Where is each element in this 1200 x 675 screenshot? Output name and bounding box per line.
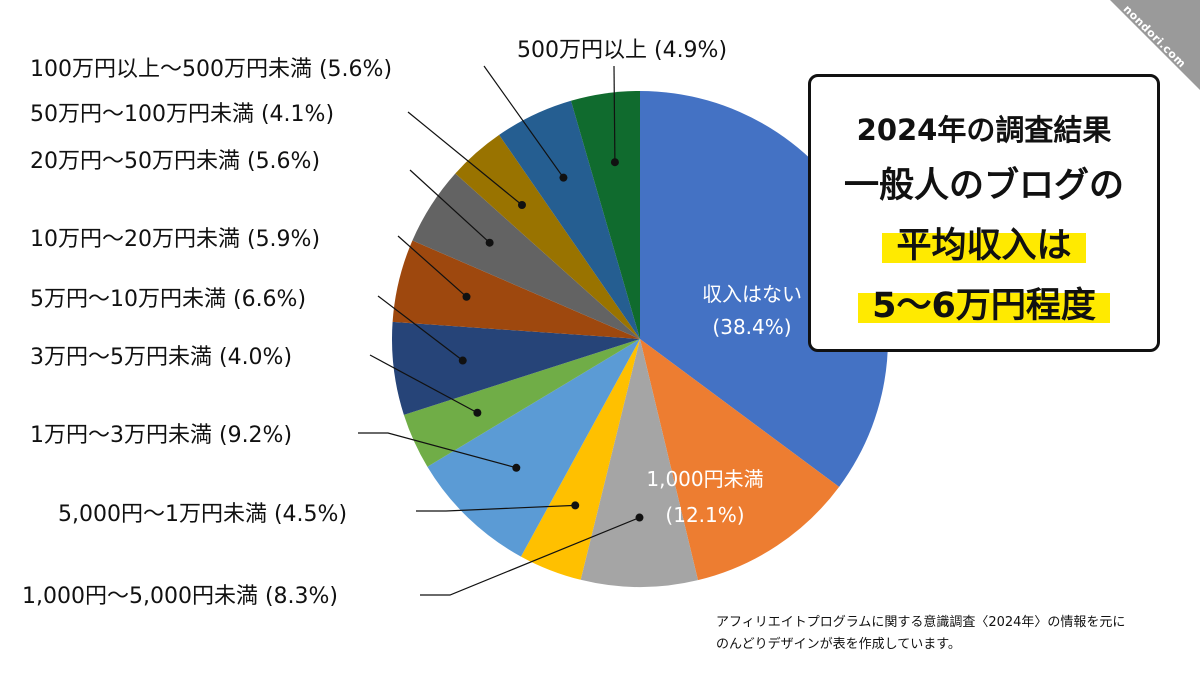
leader-100k-200k-dot xyxy=(462,292,471,301)
leader-10k-30k xyxy=(358,432,517,469)
summary-line-3: 平均収入は xyxy=(811,217,1157,268)
slice-50k-100k xyxy=(392,321,640,415)
summary-highlight-1: 平均収入は xyxy=(882,226,1086,266)
label-10k-30k: 1万円〜3万円未満 (9.2%) xyxy=(30,423,292,448)
slice-30k-50k xyxy=(403,339,640,467)
label-200k-500k: 20万円〜50万円未満 (5.6%) xyxy=(30,149,320,174)
label-100k-200k: 10万円〜20万円未満 (5.9%) xyxy=(30,227,320,252)
leader-50k-100k-dot xyxy=(458,356,467,365)
label-5000-10k: 5,000円〜1万円未満 (4.5%) xyxy=(58,502,347,527)
leader-over-5m xyxy=(613,65,616,163)
source-line-1: アフィリエイトプログラムに関する意識調査〈2024年〉の情報を元に xyxy=(716,615,1126,630)
label-no-income-name: 収入はない xyxy=(702,282,802,306)
summary-line-2: 一般人のブログの xyxy=(843,166,1124,206)
summary-line-1: 2024年の調査結果 xyxy=(856,113,1112,147)
summary-line-4: 5〜6万円程度 xyxy=(811,277,1157,328)
slice-500k-1m xyxy=(455,134,640,339)
leader-10k-30k-dot xyxy=(512,463,521,472)
leader-200k-500k xyxy=(409,169,491,244)
label-no-income-value: (38.4%) xyxy=(712,315,791,339)
summary-highlight-2: 5〜6万円程度 xyxy=(858,286,1110,326)
slice-under-1000 xyxy=(640,339,840,581)
label-50k-100k: 5万円〜10万円未満 (6.6%) xyxy=(30,287,306,312)
summary-box: 2024年の調査結果 一般人のブログの 平均収入は 5〜6万円程度 xyxy=(808,74,1160,352)
leader-50k-100k xyxy=(377,295,464,362)
slice-1000-5000 xyxy=(580,339,698,587)
slice-5000-10k xyxy=(520,339,640,580)
leader-1000-5000 xyxy=(420,517,640,596)
leader-500k-1m xyxy=(407,111,523,206)
leader-1000-5000-dot xyxy=(635,513,644,522)
source-note: アフィリエイトプログラムに関する意識調査〈2024年〉の情報を元に のんどりデザ… xyxy=(716,612,1186,656)
slice-over-5m xyxy=(571,91,640,339)
slice-10k-30k xyxy=(427,339,640,557)
leader-1m-5m xyxy=(483,65,564,179)
label-500k-1m: 50万円〜100万円未満 (4.1%) xyxy=(30,102,334,127)
leader-over-5m-dot xyxy=(610,158,619,167)
leader-30k-50k-dot xyxy=(473,408,482,417)
label-1m-5m: 100万円以上〜500万円未満 (5.6%) xyxy=(30,57,392,82)
slice-100k-200k xyxy=(392,240,640,339)
leader-100k-200k xyxy=(397,235,467,298)
label-30k-50k: 3万円〜5万円未満 (4.0%) xyxy=(30,345,292,370)
label-over-5m: 500万円以上 (4.9%) xyxy=(517,38,727,63)
leader-500k-1m-dot xyxy=(517,201,526,210)
leader-200k-500k-dot xyxy=(485,238,494,247)
leader-30k-50k xyxy=(369,354,478,414)
label-1000-5000: 1,000円〜5,000円未満 (8.3%) xyxy=(22,584,338,609)
label-under-1000-name: 1,000円未満 xyxy=(646,467,763,491)
slice-1m-5m xyxy=(499,100,640,340)
leader-5000-10k-dot xyxy=(571,501,580,510)
source-line-2: のんどりデザインが表を作成しています。 xyxy=(716,637,961,652)
leader-5000-10k xyxy=(416,504,576,512)
slice-200k-500k xyxy=(412,173,640,339)
label-under-1000-value: (12.1%) xyxy=(665,503,744,527)
leader-1m-5m-dot xyxy=(559,173,568,182)
